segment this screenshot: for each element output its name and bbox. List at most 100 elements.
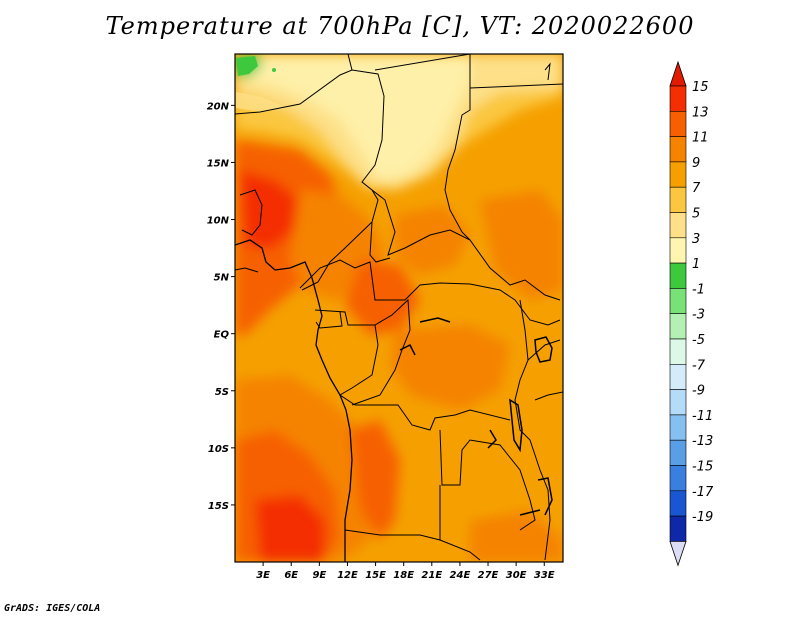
lon-tick-label: 33E <box>534 570 555 581</box>
lon-tick-label: 21E <box>421 570 442 581</box>
field-1-3-dot <box>272 68 276 72</box>
colorbar-swatch <box>669 389 687 416</box>
lat-tick-label: 20N <box>207 101 230 112</box>
colorbar-swatch <box>669 85 687 112</box>
border-uganda <box>527 339 561 361</box>
lake-kariba <box>519 509 541 516</box>
colorbar-swatch <box>669 490 687 517</box>
colorbar-swatch <box>669 439 687 466</box>
colorbar-label: -5 <box>692 333 705 348</box>
colorbar-label: -11 <box>692 409 713 424</box>
lon-tick-label: 12E <box>337 570 358 581</box>
lon-tick-label: 9E <box>312 570 326 581</box>
river-congo-2 <box>399 343 416 356</box>
lon-tick-label: 30E <box>506 570 527 581</box>
coastline-west <box>235 239 353 562</box>
lon-tick-label: 6E <box>284 570 298 581</box>
colorbar-label: 13 <box>692 105 709 120</box>
colorbar-label: 1 <box>692 257 700 272</box>
colorbar-label: -19 <box>692 510 713 525</box>
software-credit: GrADS: IGES/COLA <box>4 603 101 614</box>
field-1-3-core <box>236 56 258 76</box>
lat-tick-label: 10N <box>207 216 230 227</box>
colorbar-swatch <box>669 111 687 137</box>
lat-tick-label: EQ <box>214 330 230 341</box>
colorbar-swatch <box>669 338 687 365</box>
lat-tick-label: 5S <box>215 387 229 398</box>
colorbar-label: 5 <box>692 207 700 222</box>
border-tanzania <box>534 391 563 401</box>
border-car-drc <box>299 259 561 326</box>
colorbar-swatch <box>669 212 687 239</box>
colorbar-swatch <box>669 288 687 314</box>
colorbar-label: -9 <box>692 384 705 399</box>
field-15-angola <box>255 495 325 562</box>
country-borders <box>235 54 563 562</box>
latitude-axis: 20N 15N 10N 5N EQ 5S 10S 15S <box>207 101 235 512</box>
border-eq-guinea <box>315 311 343 329</box>
map-frame <box>234 53 564 563</box>
field-11-13-chad <box>395 205 470 275</box>
nile-delta <box>544 62 551 81</box>
border-congo-drc <box>351 298 411 406</box>
field-11-13-sudan <box>480 190 563 300</box>
field-11-13-congo <box>390 325 510 410</box>
lat-tick-label: 10S <box>208 444 229 455</box>
border-drc-angola <box>355 404 511 431</box>
colorbar-label: -17 <box>692 485 714 500</box>
border-gabon-congo <box>314 309 379 406</box>
border-algeria-libya <box>347 54 353 71</box>
colorbar-swatch <box>669 313 687 340</box>
coast-guinea-bight <box>239 189 263 236</box>
lat-tick-label: 15N <box>207 158 230 169</box>
lat-tick-label: 15S <box>208 501 229 512</box>
colorbar-label: -3 <box>692 308 705 323</box>
colorbar-swatch <box>669 237 687 264</box>
colorbar-swatch <box>669 161 687 188</box>
lake-malawi <box>537 477 553 516</box>
colorbar-swatch <box>669 136 687 163</box>
border-egypt-sudan <box>469 83 563 89</box>
lon-tick-label: 18E <box>393 570 414 581</box>
colorbar-swatch <box>669 363 687 390</box>
lake-victoria <box>534 336 553 363</box>
colorbar-label: 9 <box>692 156 700 171</box>
field-5-7-band <box>236 92 287 112</box>
river-lualaba <box>487 429 497 449</box>
colorbar-label: 11 <box>692 131 709 146</box>
colorbar-label: -7 <box>692 358 706 373</box>
colorbar-label: -15 <box>692 460 713 475</box>
field-3-5-north <box>240 54 470 180</box>
colorbar-label: 3 <box>692 232 700 247</box>
colorbar-swatch <box>669 186 687 213</box>
border-namibia-angola <box>344 529 481 561</box>
border-niger <box>235 69 385 291</box>
lon-tick-label: 24E <box>450 570 471 581</box>
colorbar: 15 13 11 9 7 5 3 1 -1 -3 -5 -7 -9 -11 -13 -15 -17 -19 <box>669 60 714 567</box>
colorbar-swatch <box>669 262 687 289</box>
colorbar-label: -13 <box>692 434 713 449</box>
lon-tick-label: 27E <box>478 570 499 581</box>
border-chad-car-sudan <box>371 189 561 301</box>
border-chad-cameroon <box>369 221 391 263</box>
colorbar-swatch <box>669 515 687 542</box>
field-11-13-southeast <box>470 510 563 562</box>
lon-tick-label: 3E <box>256 570 270 581</box>
colorbar-bottom-arrow <box>669 541 687 567</box>
lon-tick-label: 15E <box>365 570 386 581</box>
longitude-axis: 3E 6E 9E 12E 15E 18E 21E 24E 27E 30E 33E <box>256 562 555 581</box>
lat-tick-label: 5N <box>214 273 230 284</box>
colorbar-top-arrow <box>669 60 687 87</box>
colorbar-swatch <box>669 465 687 492</box>
chart-title: Temperature at 700hPa [C], VT: 202002260… <box>105 12 695 40</box>
border-zambia <box>439 429 536 531</box>
colorbar-swatch <box>669 414 687 441</box>
colorbar-label: 15 <box>692 80 709 95</box>
lake-tanganyika <box>509 398 523 453</box>
coast-liberia <box>235 267 259 273</box>
colorbar-label: -1 <box>692 282 705 297</box>
field-13-15-angola-east <box>350 420 400 540</box>
river-congo-1 <box>419 317 451 323</box>
border-east-rift <box>514 299 551 561</box>
border-libya-chad-sudan <box>374 54 471 241</box>
